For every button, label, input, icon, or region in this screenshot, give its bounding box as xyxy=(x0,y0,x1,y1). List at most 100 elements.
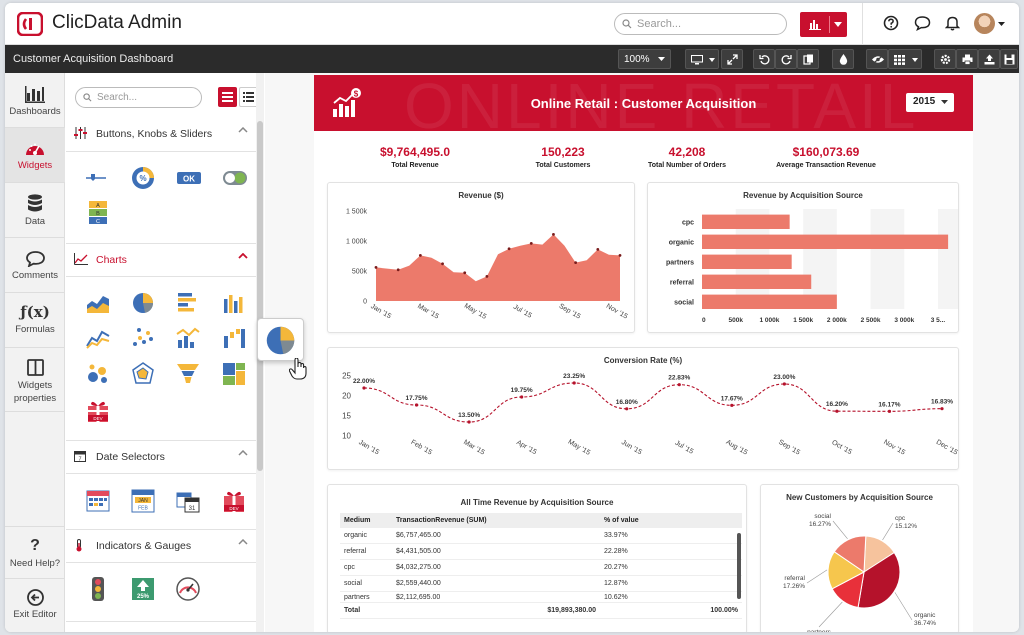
list-view-button[interactable] xyxy=(218,87,237,107)
scatter-chart-widget-icon[interactable] xyxy=(131,326,155,350)
x-tick-label: May '15 xyxy=(463,303,488,321)
line-chart-widget-icon[interactable] xyxy=(86,326,110,350)
add-widget-button[interactable] xyxy=(800,12,847,37)
rail-item-widgets[interactable]: Widgets xyxy=(5,128,65,183)
caret-down-icon xyxy=(658,57,665,61)
column-header[interactable]: Medium xyxy=(340,513,392,528)
data-point xyxy=(625,407,629,411)
caret-down-icon[interactable] xyxy=(998,22,1005,26)
grid-select-button[interactable] xyxy=(888,49,922,69)
dragged-pie-widget[interactable] xyxy=(257,318,304,361)
rail-item-need-help[interactable]: ? Need Help? xyxy=(5,526,65,579)
gauge-widget-icon[interactable] xyxy=(176,577,200,601)
revenue-chart-card[interactable]: Revenue ($) 1 500k 1 000k 500k 0 Jan '15 Mar … xyxy=(327,182,635,333)
slice-value: 16.27% xyxy=(809,521,831,528)
abc-label-c: C xyxy=(96,219,100,225)
pie-chart-widget-icon[interactable] xyxy=(131,291,155,315)
revenue-by-source-card[interactable]: Revenue by Acquisition Source cpc organic… xyxy=(647,182,959,333)
gift-dev-widget-icon[interactable]: DEV xyxy=(86,399,110,423)
fullscreen-button[interactable] xyxy=(721,49,743,69)
zoom-select[interactable]: 100% xyxy=(618,49,671,69)
table-cell: social xyxy=(340,575,392,592)
x-tick-label: Jul '15 xyxy=(512,304,533,320)
rail-item-widget-properties[interactable]: Widgets properties xyxy=(5,348,65,412)
caret-down-icon xyxy=(941,100,948,104)
table-row[interactable]: social $2,559,440.00 12.87% xyxy=(340,575,742,592)
date-dev-widget-icon[interactable]: DEV xyxy=(222,489,246,513)
funnel-chart-widget-icon[interactable] xyxy=(176,362,200,386)
export-button[interactable] xyxy=(978,49,1000,69)
section-charts[interactable]: Charts xyxy=(66,243,256,277)
column-header[interactable]: TransactionRevenue (SUM) xyxy=(392,513,600,528)
data-point xyxy=(467,420,471,424)
data-label: 22.00% xyxy=(353,378,375,385)
section-buttons-knobs-sliders[interactable]: Buttons, Knobs & Sliders xyxy=(66,118,256,152)
table-row[interactable]: cpc $4,032,275.00 20.27% xyxy=(340,559,742,576)
area-chart-widget-icon[interactable] xyxy=(86,291,110,315)
global-search-input[interactable]: Search... xyxy=(614,13,787,35)
section-more[interactable] xyxy=(66,621,256,632)
line-chart-icon xyxy=(74,253,88,268)
traffic-light-widget-icon[interactable] xyxy=(86,577,110,601)
user-avatar[interactable] xyxy=(974,13,995,34)
table-scrollbar[interactable] xyxy=(737,533,741,599)
kpi-indicator-widget-icon[interactable]: 25% xyxy=(131,577,155,601)
settings-button[interactable] xyxy=(934,49,956,69)
table-row[interactable]: organic $6,757,465.00 33.97% xyxy=(340,528,742,544)
waterfall-chart-widget-icon[interactable] xyxy=(222,326,246,350)
table-row[interactable]: partners $2,112,695.00 10.62% xyxy=(340,591,742,603)
rail-item-data[interactable]: Data xyxy=(5,183,65,238)
percent-knob-widget-icon[interactable]: % xyxy=(131,166,155,190)
section-date-selectors[interactable]: 7 Date Selectors xyxy=(66,440,256,474)
column-chart-widget-icon[interactable] xyxy=(222,291,246,315)
paste-button[interactable] xyxy=(797,49,819,69)
abc-list-widget-icon[interactable]: ABC xyxy=(86,201,110,225)
rail-item-comments[interactable]: Comments xyxy=(5,238,65,293)
year-select[interactable]: 2015 xyxy=(906,93,954,112)
print-button[interactable] xyxy=(956,49,978,69)
device-select-button[interactable] xyxy=(685,49,719,69)
help-icon[interactable] xyxy=(883,15,899,31)
category-label: partners xyxy=(666,259,694,266)
theme-button[interactable] xyxy=(832,49,854,69)
data-point xyxy=(520,395,524,399)
ok-button-widget-icon[interactable]: OK xyxy=(176,166,202,190)
pie-chart-icon xyxy=(266,326,295,355)
bell-icon[interactable] xyxy=(945,15,960,31)
date-range-widget-icon[interactable]: 31 xyxy=(176,489,200,513)
rail-item-exit-editor[interactable]: Exit Editor xyxy=(5,579,65,632)
data-point xyxy=(782,382,786,386)
revenue-table-card[interactable]: All Time Revenue by Acquisition Source M… xyxy=(327,484,747,632)
save-button[interactable] xyxy=(1000,49,1018,69)
rail-item-formulas[interactable]: ƒ(x) Formulas xyxy=(5,293,65,348)
table-row[interactable]: referral $4,431,505.00 22.28% xyxy=(340,543,742,560)
redo-button[interactable] xyxy=(775,49,797,69)
conversion-rate-card[interactable]: Conversion Rate (%) 25 20 15 10 22.00% Jan '1… xyxy=(327,347,959,470)
y-tick-label: 25 xyxy=(342,372,351,381)
search-placeholder: Search... xyxy=(97,92,138,103)
undo-button[interactable] xyxy=(753,49,775,69)
month-selector-widget-icon[interactable]: JAN FEB xyxy=(131,489,155,513)
leader-line xyxy=(832,520,848,540)
data-point xyxy=(887,409,892,413)
growth-chart-icon: $ xyxy=(333,88,361,117)
slider-widget-icon[interactable] xyxy=(84,166,108,190)
conversion-line xyxy=(363,382,943,423)
chat-icon[interactable] xyxy=(914,15,931,31)
section-indicators-gauges[interactable]: Indicators & Gauges xyxy=(66,529,256,563)
rail-label: Dashboards xyxy=(9,106,61,117)
bar-chart-widget-icon[interactable] xyxy=(176,291,200,315)
radar-chart-widget-icon[interactable] xyxy=(131,362,155,386)
column-header[interactable]: % of value xyxy=(600,513,742,528)
rail-item-dashboards[interactable]: Dashboards xyxy=(5,73,65,128)
bubble-chart-widget-icon[interactable] xyxy=(86,362,110,386)
visibility-button[interactable] xyxy=(866,49,888,69)
widget-search-input[interactable]: Search... xyxy=(75,87,202,108)
combo-chart-widget-icon[interactable] xyxy=(176,326,200,350)
toggle-widget-icon[interactable] xyxy=(222,166,248,190)
caret-down-icon xyxy=(709,58,715,62)
new-customers-pie-card[interactable]: New Customers by Acquisition Source cpc 1… xyxy=(760,484,959,632)
panel-scrollbar[interactable] xyxy=(257,121,263,471)
treemap-widget-icon[interactable] xyxy=(222,362,246,386)
calendar-grid-widget-icon[interactable] xyxy=(86,489,110,513)
